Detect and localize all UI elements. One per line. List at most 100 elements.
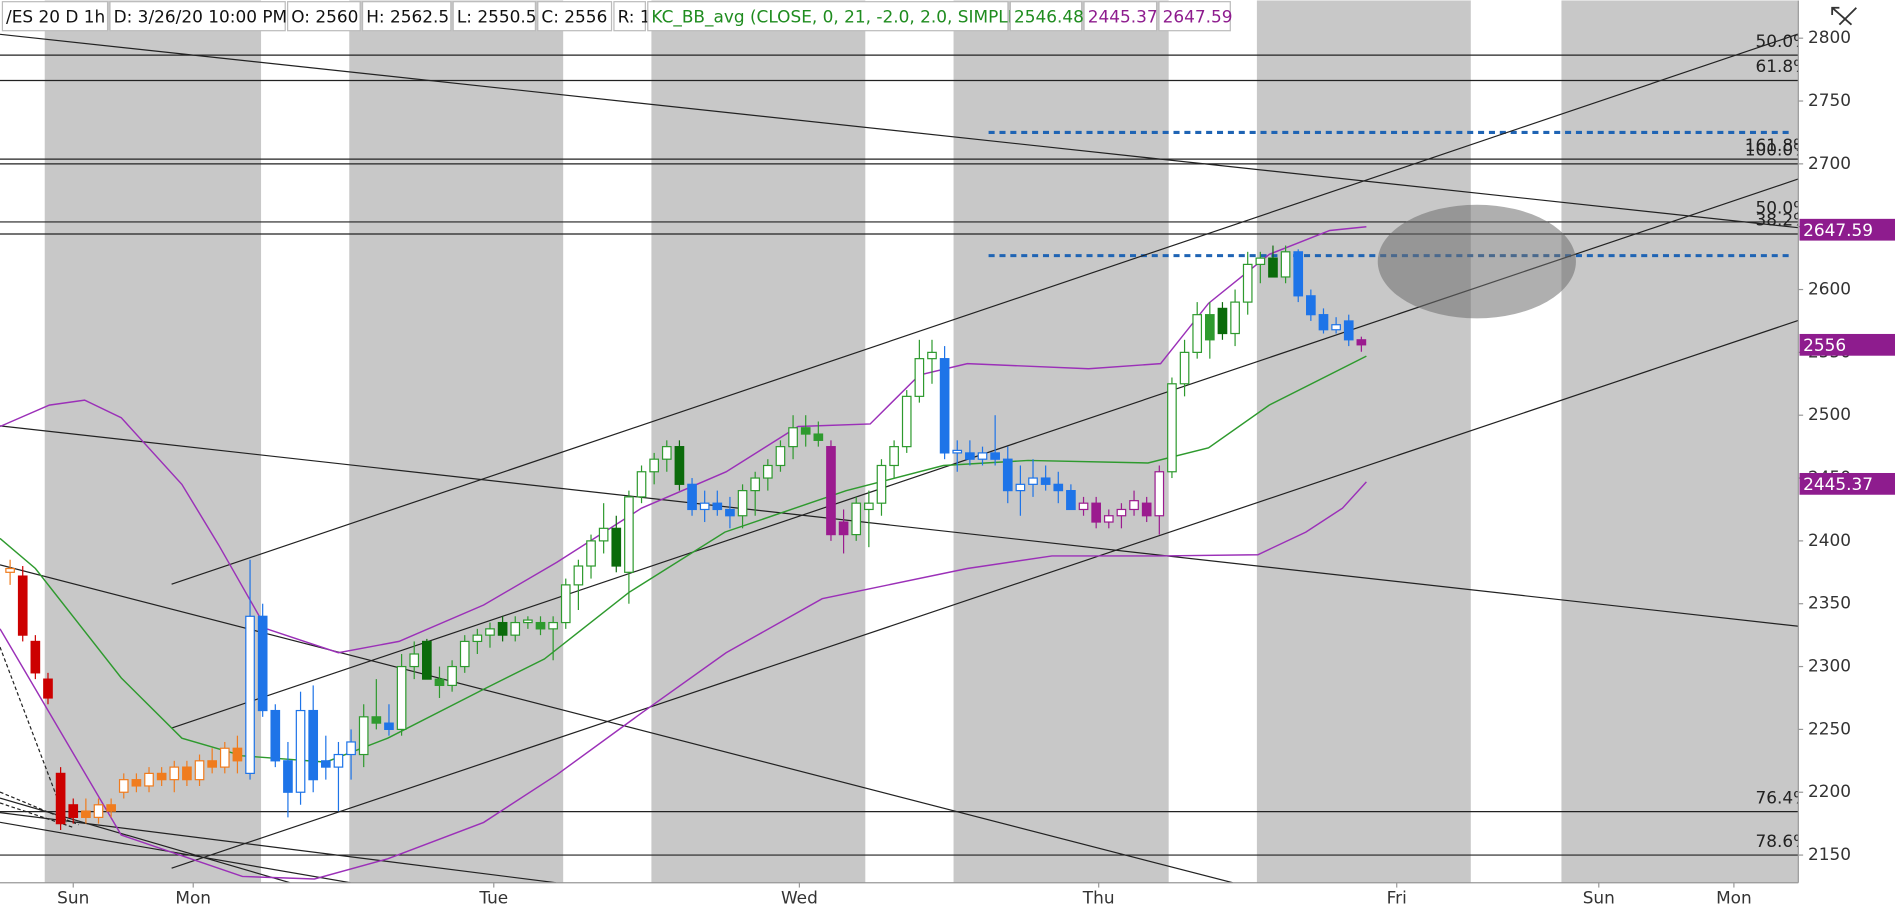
price-tag-label: 2556: [1803, 335, 1846, 355]
trend-lines: [0, 33, 1799, 883]
header-cell: [287, 1, 361, 32]
candle-body: [535, 621, 546, 630]
candle-body: [320, 760, 331, 768]
candle-body: [497, 621, 508, 636]
price-axis-bg: [1798, 0, 1895, 911]
candle-body: [409, 653, 420, 668]
x-tick-label: Wed: [781, 887, 818, 907]
axes: 2150220022502300235024002450250025502600…: [57, 27, 1895, 907]
candle-body: [1141, 502, 1152, 517]
fib-label: 100.0%: [1745, 140, 1809, 160]
header-item: KC_BB_avg (CLOSE, 0, 21, -2.0, 2.0, SIMP…: [651, 6, 1025, 27]
candle-body: [5, 567, 15, 573]
fib-label: 50.0%: [1755, 31, 1809, 51]
candle-body: [333, 753, 344, 768]
candle-body: [156, 772, 167, 781]
candle-body: [144, 772, 154, 787]
header-cell: [361, 1, 452, 32]
candle-body: [674, 446, 685, 485]
candle-body: [106, 804, 116, 812]
channel-line: [171, 33, 1799, 585]
candle-body: [901, 395, 912, 448]
header-cell: [537, 1, 613, 32]
candle-body: [447, 665, 457, 687]
candle-body: [1242, 263, 1253, 303]
trend-line: [0, 797, 291, 883]
candle-body: [737, 490, 748, 517]
candle-body: [207, 760, 217, 768]
candle-body: [245, 615, 255, 774]
y-tick-label: 2800: [1808, 27, 1851, 47]
candle-body: [384, 722, 394, 731]
candle-body: [1129, 500, 1139, 511]
x-tick-label: Mon: [1716, 887, 1752, 907]
candle-body: [611, 527, 622, 567]
trend-line: [0, 564, 1233, 883]
candle-body: [560, 584, 571, 624]
x-tick-label: Fri: [1387, 887, 1407, 907]
candle-body: [864, 502, 874, 511]
candle-body: [712, 502, 723, 511]
candle-body: [93, 804, 104, 818]
y-tick-label: 2300: [1808, 656, 1851, 676]
header-cell: [109, 1, 286, 32]
candle-body: [485, 628, 495, 636]
header-cell: [1, 1, 109, 32]
candle-body: [422, 640, 432, 680]
candle-body: [30, 640, 41, 674]
header-item: 2647.59: [1163, 6, 1233, 26]
band-line: [0, 226, 1367, 654]
candle-body: [194, 760, 205, 781]
candle-body: [283, 760, 293, 793]
candle-body: [939, 358, 950, 454]
candle-body: [586, 540, 596, 567]
candle-body: [838, 521, 849, 536]
candle-body: [990, 452, 1000, 460]
candle-body: [548, 621, 558, 630]
y-tick-label: 2150: [1808, 844, 1851, 864]
candle-body: [523, 619, 533, 624]
session-band: [953, 0, 1169, 883]
fib-label: 50.0%: [1755, 198, 1809, 218]
candle-body: [434, 678, 445, 687]
candle-body: [598, 527, 609, 542]
y-tick-label: 2700: [1808, 153, 1851, 173]
fib-levels: 50.0%61.8%161.8%100.0%50.0%38.2%76.4%78.…: [0, 31, 1809, 856]
candle-body: [750, 477, 761, 492]
x-tick-label: Tue: [478, 887, 508, 907]
candle-body: [1293, 251, 1304, 297]
candle-body: [472, 634, 483, 643]
candle-body: [1343, 320, 1354, 341]
candle-body: [1192, 314, 1203, 353]
candle-body: [649, 458, 659, 473]
header-item: /ES 20 D 1h: [6, 6, 105, 26]
drawing-tool-icon[interactable]: [1831, 6, 1857, 26]
y-tick-label: 2350: [1808, 593, 1851, 613]
candle-body: [1040, 477, 1051, 485]
price-tag: [1799, 333, 1895, 356]
candle-body: [270, 709, 281, 762]
candle-body: [1306, 295, 1316, 316]
candle-body: [232, 747, 243, 762]
candle-body: [55, 772, 66, 825]
candle-body: [1103, 515, 1114, 523]
candle-body: [371, 716, 382, 724]
price-tag: [1799, 218, 1895, 241]
candle-body: [358, 716, 369, 756]
candle-body: [813, 433, 824, 441]
candle-body: [295, 709, 306, 793]
time-axis-bg: [0, 882, 1799, 911]
candle-body: [661, 446, 672, 460]
fib-label: 78.6%: [1755, 831, 1809, 851]
candle-body: [1154, 471, 1165, 517]
y-tick-label: 2400: [1808, 530, 1851, 550]
candle-body: [346, 741, 356, 756]
candle-body: [1255, 257, 1266, 266]
candle-body: [952, 449, 963, 454]
candle-body: [927, 351, 937, 360]
candle-body: [725, 508, 735, 517]
trend-line: [0, 425, 1799, 627]
candle-body: [1028, 477, 1038, 485]
candle-body: [81, 810, 91, 818]
